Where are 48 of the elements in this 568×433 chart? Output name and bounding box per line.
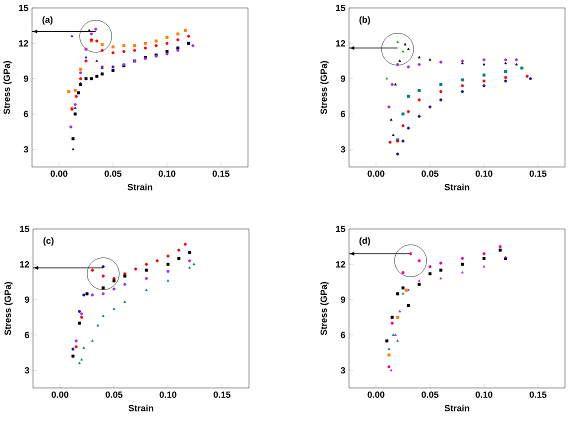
y-tick-label: 12: [336, 40, 346, 46]
x-axis-title: Strain: [444, 184, 470, 190]
annotation: (d): [359, 237, 370, 246]
x-tick-label: 0.00: [368, 392, 384, 398]
y-tick-label: 3: [24, 367, 30, 374]
x-tick-label: 0.10: [476, 392, 492, 398]
y-axis-title: Stress (GPa): [4, 282, 13, 336]
x-axis-title: Strain: [128, 404, 154, 412]
x-tick-label: 0.00: [52, 392, 68, 398]
y-tick-label: 9: [340, 296, 346, 303]
y-axis-title: Stress (GPa): [320, 282, 329, 336]
x-tick-label: 0.15: [214, 392, 230, 398]
x-tick-label: 0.05: [422, 392, 438, 398]
y-tick-label: 12: [19, 40, 28, 46]
y-tick-label: 12: [20, 261, 30, 268]
y-tick-label: 6: [340, 332, 346, 338]
x-tick-label: 0.10: [160, 392, 176, 398]
y-tick-label: 9: [24, 296, 30, 303]
y-tick-label: 6: [24, 110, 28, 118]
y-tick-label: 15: [20, 226, 30, 232]
y-tick-label: 15: [19, 4, 28, 12]
annotation: (c): [43, 237, 54, 246]
x-axis-title: Strain: [128, 184, 152, 190]
y-tick-label: 9: [24, 75, 28, 82]
annotation: (a): [42, 16, 53, 25]
annotation: (b): [359, 16, 370, 25]
y-tick-label: 12: [336, 261, 346, 268]
x-tick-label: 0.00: [368, 170, 384, 177]
y-axis-title: Stress (GPa): [320, 61, 329, 114]
x-axis-title: Strain: [444, 404, 470, 412]
x-tick-label: 0.00: [50, 170, 68, 177]
y-tick-label: 3: [24, 146, 28, 152]
x-tick-label: 0.15: [212, 170, 230, 177]
x-tick-label: 0.05: [104, 170, 122, 177]
x-tick-label: 0.10: [158, 170, 176, 177]
y-tick-label: 15: [336, 4, 346, 12]
y-axis-title: Stress (GPa): [3, 61, 12, 114]
x-tick-label: 0.15: [530, 170, 546, 177]
x-tick-label: 0.05: [422, 170, 438, 177]
y-tick-label: 6: [24, 332, 30, 338]
y-tick-label: 3: [340, 367, 346, 374]
y-tick-label: 9: [340, 75, 346, 82]
x-tick-label: 0.05: [106, 392, 122, 398]
y-tick-label: 15: [336, 226, 346, 232]
y-tick-label: 6: [340, 110, 346, 118]
y-tick-label: 3: [340, 146, 346, 152]
x-tick-label: 0.10: [476, 170, 492, 177]
x-tick-label: 0.15: [530, 392, 546, 398]
